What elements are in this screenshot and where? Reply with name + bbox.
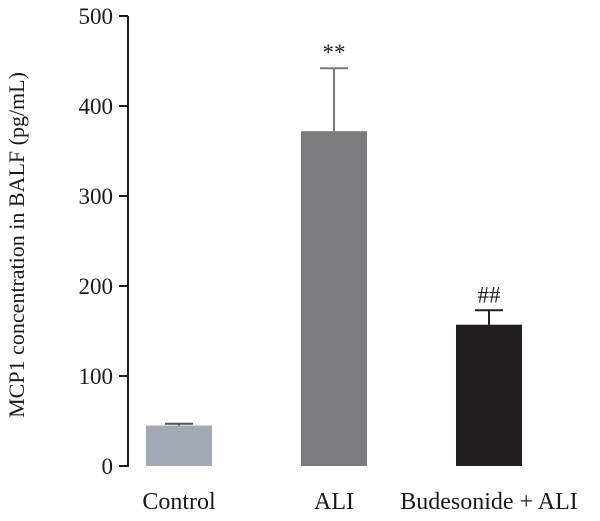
y-axis-label: MCP1 concentration in BALF (pg/mL) bbox=[4, 72, 29, 418]
y-tick-label: 200 bbox=[79, 274, 114, 299]
y-tick-label: 100 bbox=[79, 364, 114, 389]
bar bbox=[456, 324, 522, 466]
bar bbox=[301, 131, 367, 466]
significance-marker: ** bbox=[323, 40, 346, 65]
y-tick-label: 500 bbox=[79, 4, 114, 29]
y-tick-label: 400 bbox=[79, 94, 114, 119]
significance-marker: ## bbox=[478, 282, 502, 307]
axes: 0 100 200 300 400 500 bbox=[79, 4, 129, 479]
category-labels: Control ALI Budesonide + ALI bbox=[142, 489, 577, 515]
y-tick-label: 0 bbox=[102, 454, 114, 479]
category-label: Control bbox=[142, 489, 216, 515]
bar bbox=[146, 425, 212, 466]
bars: ** ## bbox=[146, 40, 522, 466]
category-label: Budesonide + ALI bbox=[400, 489, 578, 515]
category-label: ALI bbox=[314, 489, 354, 515]
y-tick-label: 300 bbox=[79, 184, 114, 209]
